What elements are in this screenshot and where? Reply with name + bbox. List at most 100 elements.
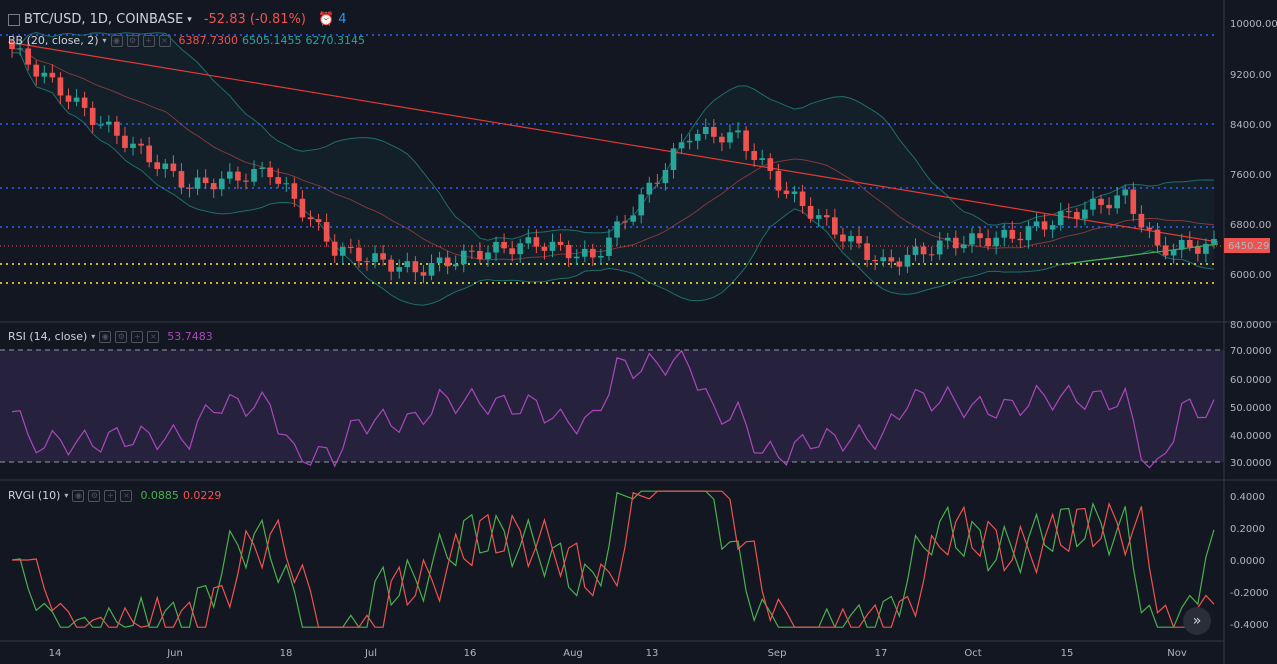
symbol-title[interactable]: BTC/USD, 1D, COINBASE [24, 12, 184, 27]
chart-icon[interactable] [8, 13, 20, 26]
candle-body [1170, 249, 1177, 256]
rvgi-dropdown-icon[interactable]: ▾ [64, 491, 69, 500]
time-tick-label: Jul [364, 648, 377, 659]
candle-body [1082, 209, 1088, 219]
time-tick-label: Aug [563, 648, 583, 659]
candle-body [662, 169, 669, 184]
candle-body [686, 140, 693, 143]
candle-body [590, 248, 596, 258]
candle-body [864, 243, 870, 260]
time-tick-label: Nov [1167, 648, 1187, 659]
candle-body [598, 255, 604, 258]
trend-line-resistance [7, 41, 1219, 243]
candle-body [57, 77, 64, 96]
candle-body [1025, 226, 1032, 241]
candle-body [517, 243, 524, 255]
candle-body [356, 247, 362, 262]
candle-body [630, 215, 636, 222]
candle-body [1146, 227, 1153, 230]
candle-body [243, 180, 249, 182]
candle-body [364, 261, 370, 263]
settings-icon[interactable]: ⚙ [115, 330, 128, 343]
eye-icon[interactable]: ◉ [110, 34, 123, 47]
candle-body [259, 167, 265, 169]
candle-body [1130, 189, 1137, 214]
price-tick-label: 10000.00 [1230, 19, 1277, 30]
candle-body [1001, 229, 1008, 238]
bb-upper-line [11, 31, 1214, 241]
candle-body [501, 241, 507, 249]
candle-body [832, 217, 838, 235]
alarm-icon[interactable]: ⏰ [318, 12, 335, 27]
close-icon[interactable]: × [158, 34, 171, 47]
header-legend: BTC/USD, 1D, COINBASE ▾ -52.83 (-0.81%) … [8, 12, 346, 27]
rvgi-label[interactable]: RVGI (10) [8, 489, 61, 502]
settings-icon[interactable]: ⚙ [126, 34, 139, 47]
candle-body [751, 151, 757, 160]
time-tick-label: 14 [49, 648, 62, 659]
candle-body [404, 261, 411, 268]
candle-body [912, 246, 919, 255]
candle-body [73, 97, 80, 102]
alerts-count[interactable]: 4 [338, 12, 347, 27]
rvgi-tick-label: 0.2000 [1230, 524, 1265, 535]
candle-body [323, 222, 330, 242]
last-price-badge [1224, 238, 1270, 253]
bb-dropdown-icon[interactable]: ▾ [102, 36, 107, 45]
eye-icon[interactable]: ◉ [72, 489, 85, 502]
eye-icon[interactable]: ◉ [99, 330, 112, 343]
candle-body [1162, 245, 1169, 256]
candle-body [936, 240, 943, 255]
rsi-label[interactable]: RSI (14, close) [8, 330, 88, 343]
candle-body [396, 267, 403, 272]
candle-body [1138, 213, 1145, 228]
rvgi-tick-label: -0.2000 [1230, 588, 1269, 599]
candle-body [202, 177, 209, 184]
candle-body [412, 261, 419, 273]
bb-label[interactable]: BB (20, close, 2) [8, 34, 99, 47]
close-icon[interactable]: × [120, 489, 133, 502]
settings-icon[interactable]: ⚙ [88, 489, 101, 502]
close-icon[interactable]: × [147, 330, 160, 343]
candle-body [469, 250, 475, 252]
candle-body [815, 215, 822, 219]
candle-body [9, 42, 15, 49]
candle-body [727, 132, 733, 143]
candle-body [840, 234, 846, 242]
time-tick-label: 13 [646, 648, 659, 659]
candle-body [1154, 229, 1161, 246]
rsi-tick-label: 80.0000 [1230, 320, 1271, 331]
candle-body [581, 248, 588, 257]
candle-body [1186, 239, 1193, 248]
rsi-tick-label: 40.0000 [1230, 431, 1271, 442]
rsi-tick-label: 30.0000 [1230, 458, 1271, 469]
candle-body [227, 171, 233, 179]
candle-body [557, 241, 564, 245]
candle-body [872, 259, 878, 262]
more-icon[interactable]: + [131, 330, 144, 343]
candle-body [888, 257, 895, 262]
candle-body [218, 178, 225, 190]
candle-body [920, 246, 927, 255]
candle-body [130, 143, 136, 148]
rsi-value: 53.7483 [167, 330, 213, 343]
candle-body [711, 126, 717, 137]
candle-body [283, 183, 290, 185]
more-icon[interactable]: + [142, 34, 155, 47]
candle-body [178, 171, 185, 188]
rsi-dropdown-icon[interactable]: ▾ [91, 332, 96, 341]
candle-body [275, 177, 282, 184]
rvgi-tick-label: -0.4000 [1230, 620, 1269, 631]
symbol-dropdown-icon[interactable]: ▾ [187, 14, 192, 25]
price-change: -52.83 (-0.81%) [203, 12, 306, 27]
candle-body [380, 253, 386, 260]
scroll-to-realtime-button[interactable]: » [1183, 607, 1211, 635]
candle-body [1178, 239, 1185, 250]
more-icon[interactable]: + [104, 489, 117, 502]
candle-body [89, 107, 96, 125]
candle-body [565, 244, 572, 259]
candle-body [267, 167, 273, 178]
candle-body [420, 272, 427, 276]
